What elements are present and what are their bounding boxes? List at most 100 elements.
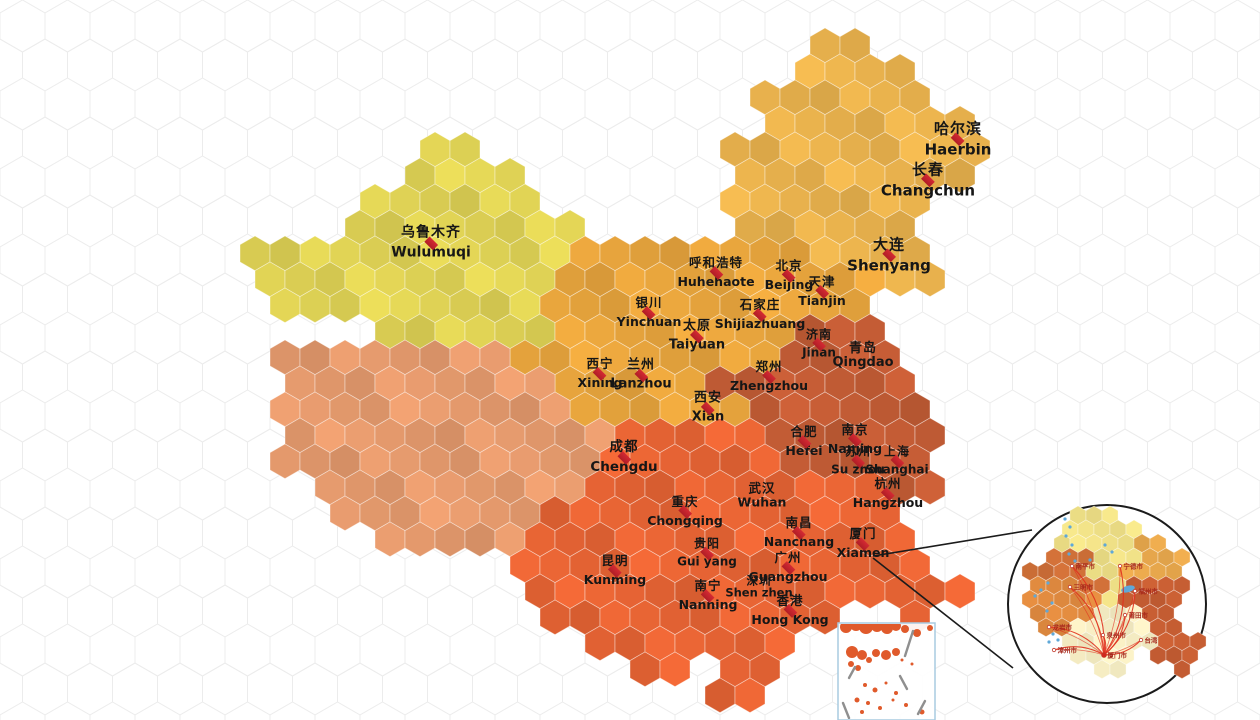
inset-city-marker: [1051, 647, 1057, 653]
city-yinchuan[interactable]: 银川 Yinchuan: [617, 296, 682, 328]
city-chengdu[interactable]: 成都 Chengdu: [590, 440, 657, 474]
city-name-zh: 青岛: [848, 340, 878, 356]
inset-city-marker: [1100, 632, 1106, 638]
sea-boundary-dash: [916, 699, 927, 716]
city-shen-zhen[interactable]: 深圳 Shen zhen: [725, 574, 793, 600]
inset-city-marker: [1046, 624, 1052, 630]
city-name-en: Su zhou: [831, 462, 885, 477]
city-name-zh: 武汉: [748, 480, 776, 496]
city-tianjin[interactable]: 天津 Tianjin: [798, 275, 846, 307]
city-name-en: Yinchuan: [616, 313, 682, 329]
flight-line: [1103, 614, 1126, 656]
city-su-zhou[interactable]: 苏州 Su zhou: [831, 445, 885, 477]
city-wuhan[interactable]: 武汉 Wuhan: [737, 480, 787, 509]
inset-water-dot: [1068, 525, 1072, 529]
inset-city-label: 宁德市: [1124, 562, 1144, 571]
city-nanning[interactable]: 南宁 Nanning: [679, 579, 738, 611]
city-name-zh: 哈尔滨: [933, 119, 982, 138]
sea-island-blob: [840, 624, 852, 633]
city-name-en: Chengdu: [590, 458, 658, 475]
sea-island-dot: [900, 658, 904, 662]
city-gui-yang[interactable]: 贵阳 Gui yang: [677, 537, 737, 569]
city-name-en: Shijiazhuang: [714, 315, 806, 331]
city-beijing[interactable]: 北京 Beijing: [765, 259, 814, 291]
city-hong-kong[interactable]: 香港 Hong Kong: [751, 594, 828, 626]
sea-island-blob: [901, 625, 909, 633]
city-name-en: Xining: [577, 374, 623, 390]
inset-city-label: 泉州市: [1107, 631, 1127, 640]
city-name-zh: 厦门: [849, 526, 877, 541]
city-name-zh: 上海: [883, 444, 911, 459]
inset-city-label: 龙岩市: [1052, 623, 1073, 632]
sea-island-blob: [872, 649, 880, 657]
city-qingdao[interactable]: 青岛 Qingdao: [832, 340, 893, 370]
flight-line: [1071, 565, 1105, 656]
city-hangzhou[interactable]: 杭州 Hangzhou: [853, 477, 923, 509]
city-name-zh: 郑州: [755, 359, 783, 374]
city-name-zh: 银川: [635, 295, 663, 310]
inset-lake: [1121, 585, 1135, 593]
city-name-zh: 济南: [805, 327, 833, 342]
city-name-zh: 昆明: [601, 553, 629, 568]
sea-island-dot: [891, 698, 895, 702]
city-haerbin[interactable]: 哈尔滨 Haerbin: [925, 119, 992, 158]
sea-island-blob: [848, 661, 854, 667]
city-shenyang[interactable]: 大连 Shenyang: [847, 236, 931, 274]
city-name-en: Beijing: [764, 276, 814, 292]
city-jinan[interactable]: 济南 Jinan: [802, 327, 836, 360]
city-chongqing[interactable]: 重庆 Chongqing: [647, 495, 723, 527]
city-name-en: Wuhan: [737, 494, 787, 509]
inset-city-marker: [1122, 612, 1128, 618]
city-name-zh: 西宁: [586, 356, 614, 371]
city-kunming[interactable]: 昆明 Kunming: [584, 554, 646, 586]
city-taiyuan[interactable]: 太原 Taiyuan: [669, 319, 725, 352]
flight-line: [1103, 565, 1121, 656]
south-china-sea-inset: [837, 622, 936, 720]
flight-line: [1103, 614, 1126, 656]
inset-water-dot: [1088, 558, 1092, 562]
inset-city-label: 漳州市: [1058, 646, 1078, 655]
city-xiamen[interactable]: 厦门 Xiamen: [837, 527, 890, 559]
sea-island-blob: [913, 629, 921, 637]
sea-boundary-dash: [903, 629, 915, 658]
inset-city-marker: [1117, 563, 1123, 569]
inset-water-dot: [1073, 559, 1077, 563]
city-nanchang[interactable]: 南昌 Nanchang: [764, 516, 834, 548]
sea-island-blob: [881, 624, 893, 634]
city-nanjing[interactable]: 南京 Nanjing: [828, 423, 882, 455]
sea-island-blob: [871, 624, 883, 632]
city-name-zh: 香港: [776, 593, 804, 608]
sea-island-blob: [892, 648, 900, 656]
city-name-en: Taiyuan: [668, 337, 726, 353]
city-name-zh: 北京: [775, 258, 803, 273]
inset-water-dot: [1046, 581, 1050, 585]
inset-water-dot: [1070, 543, 1074, 547]
city-name-zh: 太原: [682, 318, 711, 334]
city-zhengzhou[interactable]: 郑州 Zhengzhou: [730, 360, 808, 392]
map-hex-cell: [809, 599, 841, 636]
city-wulumuqi[interactable]: 乌鲁木齐 Wulumuqi: [391, 225, 471, 260]
city-lanzhou[interactable]: 兰州 Lanzhou: [610, 358, 671, 391]
city-hefei[interactable]: 合肥 Hefei: [785, 425, 822, 457]
sea-island-blob: [881, 650, 891, 660]
city-name-en: Shen zhen: [725, 586, 793, 600]
city-xining[interactable]: 西宁 Xining: [578, 357, 623, 389]
city-name-en: Wulumuqi: [391, 244, 471, 261]
inset-city-label: 南平市: [1076, 562, 1096, 571]
city-name-en: Nanning: [678, 596, 738, 612]
inset-city-label: 莆田市: [1129, 611, 1149, 620]
map-hex-cell: [734, 677, 766, 714]
city-changchun[interactable]: 长春 Changchun: [881, 161, 975, 199]
city-huhehaote[interactable]: 呼和浩特 Huhehaote: [677, 256, 754, 288]
city-shanghai[interactable]: 上海 Shanghai: [865, 444, 928, 477]
inset-city-marker: [1132, 588, 1138, 594]
city-xian[interactable]: 西安 Xian: [692, 391, 725, 424]
flight-line: [1069, 586, 1105, 656]
inset-water-dot: [1047, 640, 1051, 644]
city-shijiazhuang[interactable]: 石家庄 Shijiazhuang: [715, 298, 806, 330]
city-guangzhou[interactable]: 广州 Guangzhou: [748, 551, 827, 583]
city-name-zh: 南昌: [785, 515, 813, 530]
flight-line: [1103, 639, 1142, 656]
